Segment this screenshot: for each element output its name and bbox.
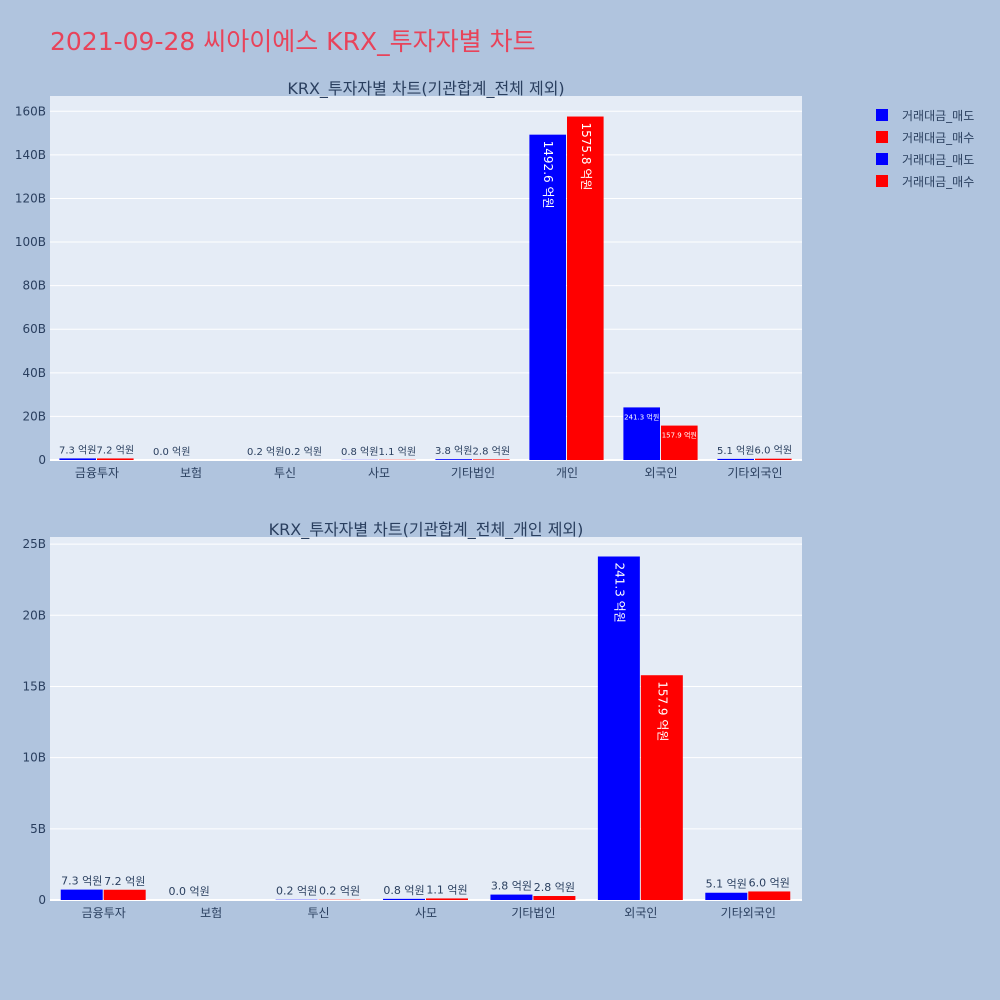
bar-value-label: 7.2 억원 bbox=[104, 875, 145, 888]
plot-area bbox=[50, 537, 802, 900]
legend-label: 거래대금_매도 bbox=[902, 152, 975, 167]
bar-value-label: 1492.6 억원 bbox=[541, 141, 555, 209]
legend-swatch bbox=[876, 109, 888, 121]
y-tick-label: 140B bbox=[15, 148, 46, 162]
x-tick-label: 외국인 bbox=[624, 906, 657, 920]
bar-value-label: 0.2 억원 bbox=[247, 446, 284, 458]
bar-value-label: 6.0 억원 bbox=[749, 876, 790, 889]
bar-sell bbox=[490, 894, 533, 900]
x-tick-label: 보험 bbox=[180, 466, 202, 480]
y-tick-label: 20B bbox=[22, 608, 46, 622]
bar-value-label: 157.9 억원 bbox=[662, 431, 697, 440]
legend-swatch bbox=[876, 131, 888, 143]
bar-value-label: 241.3 억원 bbox=[624, 412, 659, 421]
bar-value-label: 0.0 억원 bbox=[169, 885, 210, 898]
bar-value-label: 7.2 억원 bbox=[97, 444, 134, 456]
bar-sell bbox=[705, 892, 748, 900]
chart-title: KRX_투자자별 차트(기관합계_전체_개인 제외) bbox=[269, 520, 584, 540]
bar-value-label: 2.8 억원 bbox=[473, 445, 510, 457]
bar-sell bbox=[59, 458, 96, 460]
plot-area bbox=[50, 96, 802, 460]
bar-value-label: 157.9 억원 bbox=[655, 681, 669, 741]
bar-value-label: 0.2 억원 bbox=[319, 885, 360, 898]
bar-value-label: 7.3 억원 bbox=[59, 444, 96, 456]
bar-value-label: 6.0 억원 bbox=[755, 445, 792, 457]
bar-value-label: 7.3 억원 bbox=[61, 875, 102, 888]
y-tick-label: 20B bbox=[22, 409, 46, 423]
bar-value-label: 5.1 억원 bbox=[717, 445, 754, 457]
y-tick-label: 100B bbox=[15, 235, 46, 249]
y-tick-label: 160B bbox=[15, 104, 46, 118]
bar-buy bbox=[640, 675, 683, 900]
y-tick-label: 80B bbox=[22, 279, 46, 293]
x-tick-label: 외국인 bbox=[644, 466, 677, 480]
legend-item[interactable]: 거래대금_매수 bbox=[870, 126, 974, 148]
bar-sell bbox=[597, 556, 640, 900]
x-tick-label: 개인 bbox=[556, 466, 578, 480]
legend-label: 거래대금_매수 bbox=[902, 130, 975, 145]
bar-sell bbox=[60, 889, 103, 900]
legend-label: 거래대금_매도 bbox=[902, 108, 975, 123]
bar-buy bbox=[533, 896, 576, 900]
bar-value-label: 0.0 억원 bbox=[153, 446, 190, 458]
y-tick-label: 40B bbox=[22, 366, 46, 380]
bar-value-label: 0.2 억원 bbox=[276, 885, 317, 898]
bar-buy bbox=[97, 458, 134, 460]
chart-title: KRX_투자자별 차트(기관합계_전체 제외) bbox=[287, 79, 564, 99]
legend-swatch bbox=[876, 153, 888, 165]
bar-buy bbox=[567, 116, 604, 460]
bar-value-label: 1.1 억원 bbox=[379, 446, 416, 458]
bar-value-label: 0.2 억원 bbox=[285, 446, 322, 458]
bar-value-label: 0.8 억원 bbox=[341, 446, 378, 458]
bar-sell bbox=[529, 134, 566, 461]
bar-value-label: 3.8 억원 bbox=[435, 445, 472, 457]
x-tick-label: 금융투자 bbox=[75, 466, 119, 480]
legend-item[interactable]: 거래대금_매도 bbox=[870, 148, 974, 170]
legend-swatch bbox=[876, 175, 888, 187]
bar-buy bbox=[755, 458, 792, 460]
y-tick-label: 0 bbox=[38, 453, 46, 467]
chart-legend[interactable]: 거래대금_매도 거래대금_매수 거래대금_매도 거래대금_매수 bbox=[870, 104, 974, 192]
bar-buy bbox=[103, 889, 146, 900]
bar-value-label: 1.1 억원 bbox=[426, 883, 467, 896]
x-tick-label: 기타법인 bbox=[451, 466, 495, 480]
y-tick-label: 10B bbox=[22, 751, 46, 765]
bar-buy bbox=[748, 891, 791, 900]
x-tick-label: 사모 bbox=[368, 466, 390, 480]
x-tick-label: 투신 bbox=[274, 466, 296, 480]
y-tick-label: 120B bbox=[15, 191, 46, 205]
x-tick-label: 기타외국인 bbox=[727, 466, 782, 480]
bar-sell bbox=[435, 459, 472, 460]
y-tick-label: 60B bbox=[22, 322, 46, 336]
bar-value-label: 2.8 억원 bbox=[534, 881, 575, 894]
x-tick-label: 사모 bbox=[415, 906, 437, 920]
chart-institution-excluded: 0 20B 40B 60B 80B 100B 120B 140B 160B KRX_투자자별 차트… bbox=[15, 79, 802, 480]
page-title: 2021-09-28 씨아이에스 KRX_투자자별 차트 bbox=[50, 27, 536, 56]
bar-value-label: 3.8 억원 bbox=[491, 880, 532, 893]
bar-buy bbox=[661, 425, 698, 460]
bar-buy bbox=[473, 459, 510, 460]
x-tick-label: 기타외국인 bbox=[721, 906, 776, 920]
bar-buy bbox=[426, 898, 468, 900]
y-tick-label: 0 bbox=[38, 893, 46, 907]
bar-value-label: 1575.8 억원 bbox=[579, 123, 593, 191]
y-tick-label: 5B bbox=[30, 822, 46, 836]
bar-value-label: 0.8 억원 bbox=[383, 884, 424, 897]
bar-sell bbox=[623, 407, 660, 460]
x-tick-label: 금융투자 bbox=[82, 906, 126, 920]
x-tick-label: 기타법인 bbox=[511, 906, 555, 920]
y-tick-label: 25B bbox=[22, 537, 46, 551]
bar-value-label: 5.1 억원 bbox=[706, 878, 747, 891]
legend-item[interactable]: 거래대금_매도 bbox=[870, 104, 974, 126]
bar-sell bbox=[717, 458, 754, 460]
x-tick-label: 투신 bbox=[308, 906, 330, 920]
bar-sell bbox=[383, 898, 425, 900]
bar-value-label: 241.3 억원 bbox=[612, 563, 626, 623]
y-tick-label: 15B bbox=[22, 679, 46, 693]
legend-item[interactable]: 거래대금_매수 bbox=[870, 170, 974, 192]
legend-label: 거래대금_매수 bbox=[902, 174, 975, 189]
x-tick-label: 보험 bbox=[200, 906, 222, 920]
